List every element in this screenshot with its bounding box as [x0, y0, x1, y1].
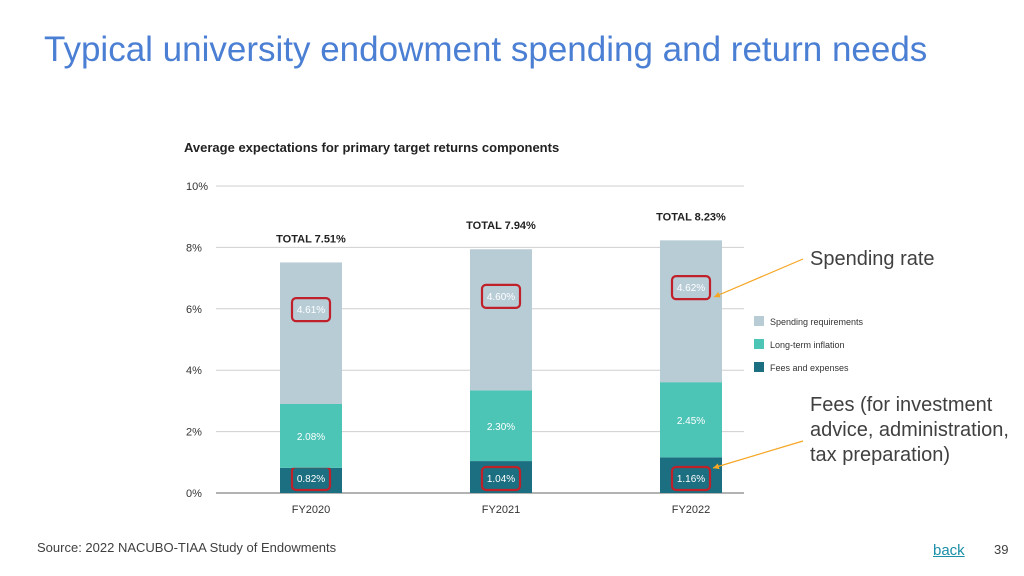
highlight-box: [480, 283, 522, 309]
bars: 0.82% 2.08% 4.61% TOTAL 7.51% FY2020 1.04% 2.3…: [276, 211, 726, 516]
legend-label: Long-term inflation: [770, 340, 845, 350]
y-tick-label: 8%: [186, 242, 202, 254]
bar-total-label: TOTAL 7.94%: [466, 220, 536, 232]
legend-label: Spending requirements: [770, 317, 864, 327]
bar-value-label: 4.60%: [487, 292, 515, 303]
callout-arrows: [712, 258, 804, 470]
legend: Spending requirements Long-term inflation…: [754, 316, 864, 373]
y-tick-label: 2%: [186, 427, 202, 439]
legend-swatch: [754, 316, 764, 326]
page-number: 39: [994, 542, 1009, 557]
bar-segment: [470, 249, 532, 391]
bar-segment: [280, 262, 342, 404]
highlight-box: [290, 297, 332, 323]
x-tick-label: FY2021: [482, 504, 521, 516]
y-tick-label: 6%: [186, 304, 202, 316]
bar-segment: [660, 457, 722, 493]
fees-callout: Fees (for investment advice, administrat…: [810, 394, 1009, 466]
bar-total-label: TOTAL 7.51%: [276, 233, 346, 245]
y-tick-label: 0%: [186, 488, 202, 500]
x-tick-label: FY2020: [292, 504, 331, 516]
legend-swatch: [754, 362, 764, 372]
spending-callout-arrow: [713, 258, 804, 298]
fees-callout-arrow: [712, 440, 804, 470]
bar-value-label: 0.82%: [297, 474, 325, 485]
source-note: Source: 2022 NACUBO-TIAA Study of Endowm…: [37, 540, 337, 555]
bar-value-label: 2.08%: [297, 432, 325, 443]
y-tick-label: 10%: [186, 181, 208, 193]
chart-title: Average expectations for primary target …: [184, 140, 559, 155]
highlight-box: [670, 465, 712, 492]
bar-segment: [660, 240, 722, 383]
legend-swatch: [754, 339, 764, 349]
bar-value-label: 2.30%: [487, 422, 515, 433]
bar-segment: [660, 382, 722, 458]
bar-value-label: 1.04%: [487, 474, 515, 485]
spending-rate-callout: Spending rate: [810, 248, 935, 270]
bar-value-label: 4.61%: [297, 305, 325, 316]
slide-title: Typical university endowment spending an…: [44, 30, 928, 69]
back-link[interactable]: back: [933, 542, 965, 559]
bar-segment: [470, 390, 532, 462]
highlight-box: [480, 465, 522, 492]
bar-value-label: 1.16%: [677, 474, 705, 485]
highlight-box: [670, 275, 712, 301]
bar-value-label: 2.45%: [677, 416, 705, 427]
legend-label: Fees and expenses: [770, 363, 849, 373]
bar-total-label: TOTAL 8.23%: [656, 211, 726, 223]
x-tick-label: FY2022: [672, 504, 711, 516]
bar-segment: [280, 403, 342, 468]
bar-segment: [280, 467, 342, 493]
bar-value-label: 4.62%: [677, 283, 705, 294]
y-tick-label: 4%: [186, 365, 202, 377]
